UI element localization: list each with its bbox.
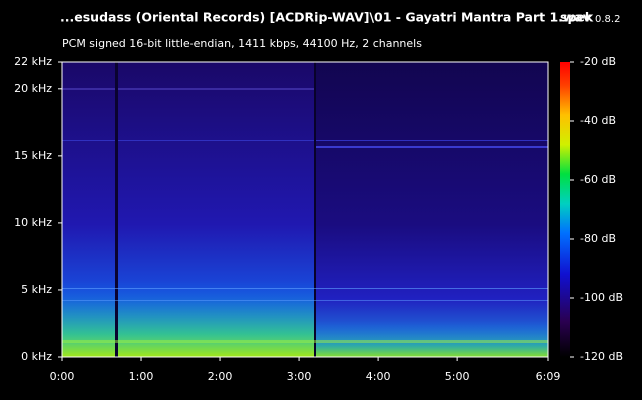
y-tick-label: 15 kHz <box>14 149 52 162</box>
subtitle: PCM signed 16-bit little-endian, 1411 kb… <box>62 37 422 50</box>
colorbar-tick-label: -100 dB <box>580 291 623 304</box>
colorbar <box>560 62 570 357</box>
y-tick-label: 0 kHz <box>21 350 52 363</box>
colorbar-tick-label: -120 dB <box>580 350 623 363</box>
app-version: 0.8.2 <box>595 14 620 25</box>
app-name: spek <box>560 10 594 25</box>
colorbar-tick-label: -80 dB <box>580 232 616 245</box>
colorbar-tick-label: -60 dB <box>580 173 616 186</box>
y-tick-label: 20 kHz <box>14 82 52 95</box>
x-tick-label: 3:00 <box>287 370 312 383</box>
file-title: ...esudass (Oriental Records) [ACDRip-WA… <box>60 10 591 25</box>
colorbar-tick-label: -40 dB <box>580 114 616 127</box>
x-tick-label: 5:00 <box>445 370 470 383</box>
x-tick-label: 4:00 <box>366 370 391 383</box>
x-tick-label: 0:00 <box>50 370 75 383</box>
y-tick-label: 5 kHz <box>21 283 52 296</box>
y-tick-label: 22 kHz <box>14 55 52 68</box>
plot-frame <box>61 61 549 358</box>
spectrogram-image <box>62 62 548 357</box>
colorbar-tick-label: -20 dB <box>580 55 616 68</box>
x-tick-label: 6:09 <box>536 370 561 383</box>
x-tick-label: 1:00 <box>129 370 154 383</box>
x-tick-label: 2:00 <box>208 370 233 383</box>
y-tick-label: 10 kHz <box>14 216 52 229</box>
